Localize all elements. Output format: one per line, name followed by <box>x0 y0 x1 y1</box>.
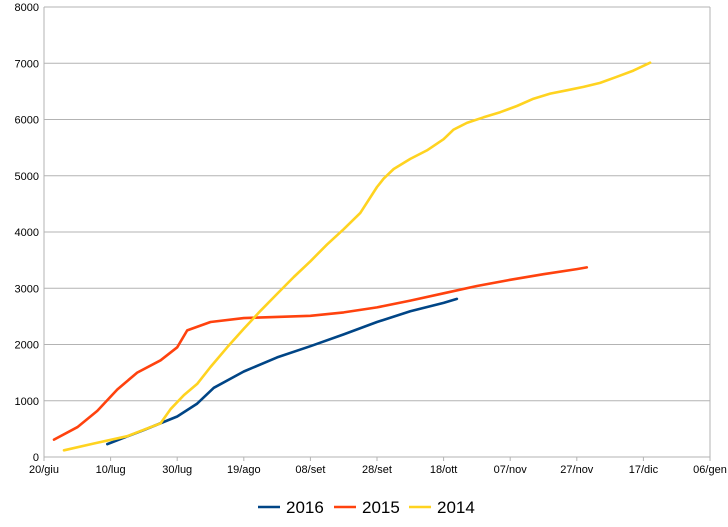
y-tick-label: 2000 <box>15 340 39 352</box>
axes <box>43 7 711 457</box>
y-tick-label: 7000 <box>15 58 39 70</box>
x-tick-label: 07/nov <box>494 464 528 476</box>
legend-label-2014: 2014 <box>437 498 475 517</box>
x-tick-label: 27/nov <box>560 464 594 476</box>
y-tick-label: 8000 <box>15 2 39 14</box>
series-lines <box>52 61 652 452</box>
x-tick-label: 30/lug <box>162 464 192 476</box>
x-tick-label: 20/giu <box>29 464 59 476</box>
x-tick-label: 18/ott <box>430 464 458 476</box>
x-tick-label: 19/ago <box>227 464 261 476</box>
series-line-2015 <box>52 266 589 441</box>
y-tick-label: 5000 <box>15 171 39 183</box>
x-tick-label: 17/dic <box>629 464 659 476</box>
legend: 2016 2015 2014 <box>258 498 475 517</box>
y-tick-label: 3000 <box>15 283 39 295</box>
gridlines <box>44 6 710 458</box>
legend-label-2015: 2015 <box>362 498 400 517</box>
legend-label-2016: 2016 <box>286 498 324 517</box>
x-axis-ticks: 20/giu 10/lug 30/lug 19/ago 08/set 28/set 18/o… <box>29 457 727 476</box>
y-axis-ticks: 0 1000 2000 3000 4000 5000 6000 7000 8000 <box>15 2 39 464</box>
x-tick-label: 06/gen <box>693 464 727 476</box>
x-tick-label: 10/lug <box>96 464 126 476</box>
y-tick-label: 0 <box>33 452 39 464</box>
x-tick-label: 08/set <box>295 464 325 476</box>
x-tick-label: 28/set <box>362 464 392 476</box>
y-tick-label: 4000 <box>15 227 39 239</box>
y-tick-label: 1000 <box>15 396 39 408</box>
series-line-2014 <box>62 61 652 452</box>
y-tick-label: 6000 <box>15 115 39 127</box>
series-line-2016 <box>106 297 459 446</box>
